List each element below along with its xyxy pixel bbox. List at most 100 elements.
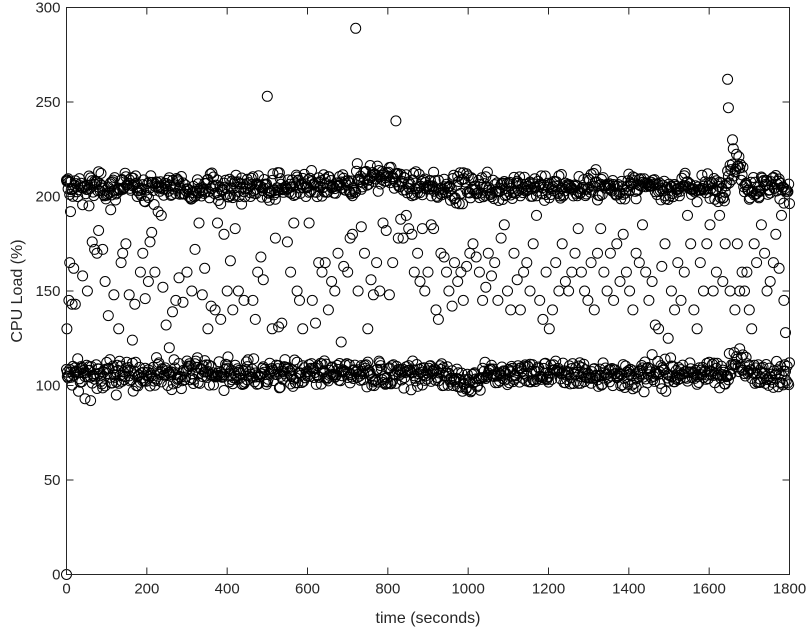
data-point (291, 285, 303, 297)
data-point (253, 170, 264, 182)
data-point (213, 356, 225, 368)
data-point (192, 377, 204, 388)
data-point (239, 191, 251, 203)
data-point (736, 266, 748, 278)
data-point (183, 361, 195, 373)
data-point (528, 374, 540, 386)
data-point (679, 167, 691, 179)
data-point (387, 257, 399, 269)
data-point (461, 368, 473, 380)
data-point (212, 217, 223, 229)
data-point (189, 243, 201, 255)
data-point (778, 294, 790, 306)
data-point (669, 304, 681, 316)
data-point (778, 197, 790, 209)
data-point (733, 151, 745, 163)
data-point (117, 247, 129, 259)
data-point (257, 274, 269, 286)
data-point (384, 377, 396, 389)
data-point (717, 276, 729, 287)
data-point (482, 247, 494, 259)
data-point (704, 219, 716, 231)
data-point (390, 115, 402, 127)
data-point (748, 238, 760, 250)
data-point (228, 189, 240, 201)
data-point (710, 266, 722, 278)
data-point (83, 200, 95, 212)
data-point (261, 90, 273, 102)
data-point (453, 176, 464, 187)
data-point (365, 274, 377, 286)
data-point (727, 143, 739, 155)
data-point (508, 247, 520, 259)
data-point (161, 365, 173, 377)
data-point (77, 199, 89, 211)
data-point (648, 178, 660, 190)
data-point (708, 357, 720, 369)
data-point (760, 359, 772, 370)
data-point (173, 176, 185, 188)
data-point (131, 191, 143, 202)
data-point (783, 379, 795, 391)
data-point (477, 294, 489, 306)
data-point (216, 371, 227, 382)
data-point (65, 206, 76, 218)
data-point (383, 289, 395, 301)
data-point (115, 257, 127, 269)
data-point (428, 166, 440, 178)
data-point (428, 185, 440, 197)
data-point (218, 228, 230, 240)
data-point (539, 170, 551, 182)
data-point (614, 276, 626, 287)
data-point (332, 247, 344, 259)
data-point (588, 304, 600, 316)
data-point (701, 238, 713, 250)
data-point (534, 294, 546, 306)
data-point (338, 260, 350, 272)
data-point (105, 204, 117, 216)
data-point (64, 257, 76, 269)
data-point (502, 363, 514, 375)
data-point (212, 195, 224, 206)
data-point (705, 183, 717, 195)
data-point (737, 161, 749, 173)
data-point (146, 226, 158, 238)
data-point (594, 190, 606, 202)
data-point (735, 159, 746, 170)
data-point (526, 365, 538, 377)
x-tick-label: 0 (62, 581, 70, 598)
data-point (322, 304, 334, 316)
data-point (611, 238, 623, 250)
data-point (187, 378, 199, 389)
y-tick-label: 250 (35, 94, 60, 111)
data-point (285, 188, 297, 199)
data-point (102, 310, 114, 322)
plot-points (61, 22, 795, 580)
data-point (85, 395, 97, 407)
data-point (604, 363, 616, 375)
data-point (155, 209, 167, 221)
data-point (303, 217, 315, 229)
data-point (422, 266, 434, 278)
data-point (342, 266, 354, 278)
data-point (643, 294, 655, 306)
x-tick-label: 1600 (692, 581, 725, 598)
data-point (344, 232, 356, 244)
data-point (698, 285, 709, 297)
data-point (281, 236, 293, 248)
data-point (748, 359, 760, 371)
data-point (524, 285, 536, 297)
x-axis: 0 200 400 600 800 1000 1200 1400 1600 1800 (62, 7, 806, 598)
data-point (722, 170, 734, 182)
data-point (492, 294, 504, 306)
data-point (102, 368, 113, 379)
data-point (637, 219, 648, 231)
data-point (81, 285, 93, 297)
data-point (240, 356, 252, 368)
data-point (183, 190, 195, 202)
y-tick-label: 100 (35, 378, 60, 395)
data-point (656, 260, 668, 272)
data-point (774, 193, 786, 205)
data-point (727, 134, 738, 146)
data-point (511, 274, 523, 286)
